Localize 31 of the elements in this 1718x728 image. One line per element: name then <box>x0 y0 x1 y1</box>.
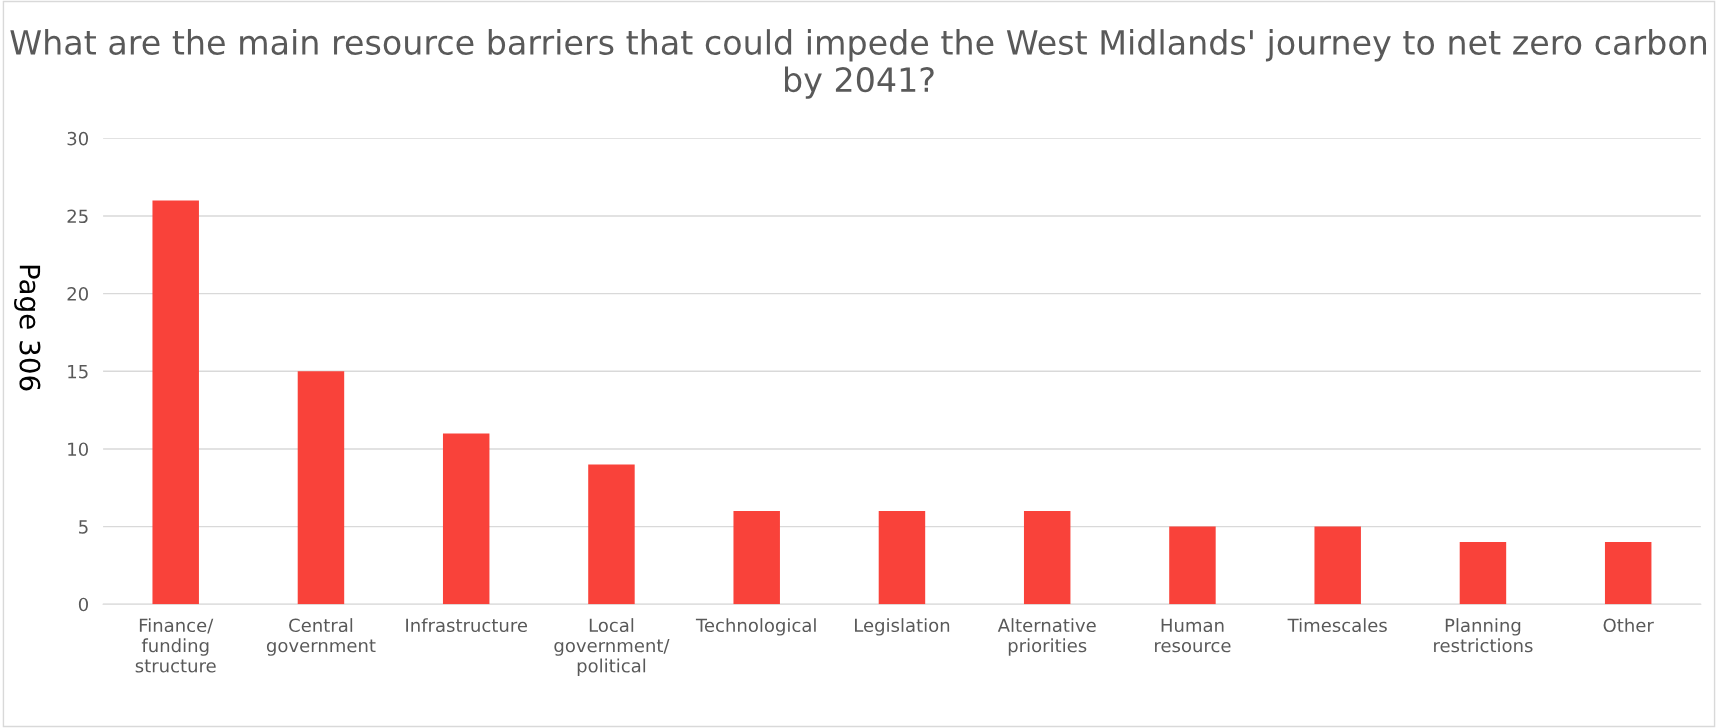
y-tick-label: 15 <box>68 364 88 379</box>
x-tick-label: Finance/ funding structure <box>135 618 216 673</box>
bar <box>442 433 490 605</box>
y-tick-label: 25 <box>67 209 88 224</box>
x-tick-label: Alternative priorities <box>997 618 1096 656</box>
x-tick-label: Local government/ political <box>554 618 670 677</box>
bar <box>1459 542 1507 605</box>
x-tick-label: Technological <box>695 618 816 636</box>
chart-title: What are the main resource barriers that could impede the West Midlands' journey to net zero carbon by 2041? <box>10 29 1707 99</box>
x-tick-label: Timescales <box>1287 618 1387 633</box>
bar <box>152 200 199 605</box>
x-tick-label: Infrastructure <box>406 618 528 633</box>
bar <box>1023 511 1071 605</box>
x-tick-label: Central government <box>266 618 376 656</box>
bar <box>297 371 345 605</box>
x-tick-label: Other <box>1603 618 1654 633</box>
y-tick-label: 0 <box>78 597 88 612</box>
y-tick-label: 5 <box>79 520 88 534</box>
bar <box>588 464 635 605</box>
y-tick-label: 10 <box>68 442 88 457</box>
y-tick-label: 20 <box>67 287 88 301</box>
x-tick-label: Planning restrictions <box>1434 618 1533 653</box>
y-tick-label: 30 <box>67 131 88 146</box>
bar <box>1169 526 1216 605</box>
x-tick-label: Legislation <box>855 618 950 636</box>
x-tick-label: Human resource <box>1155 618 1231 653</box>
bar <box>733 511 780 605</box>
bar <box>1314 526 1361 605</box>
bar <box>878 511 926 605</box>
text: Page 306 <box>14 265 41 391</box>
bar <box>1604 542 1652 605</box>
